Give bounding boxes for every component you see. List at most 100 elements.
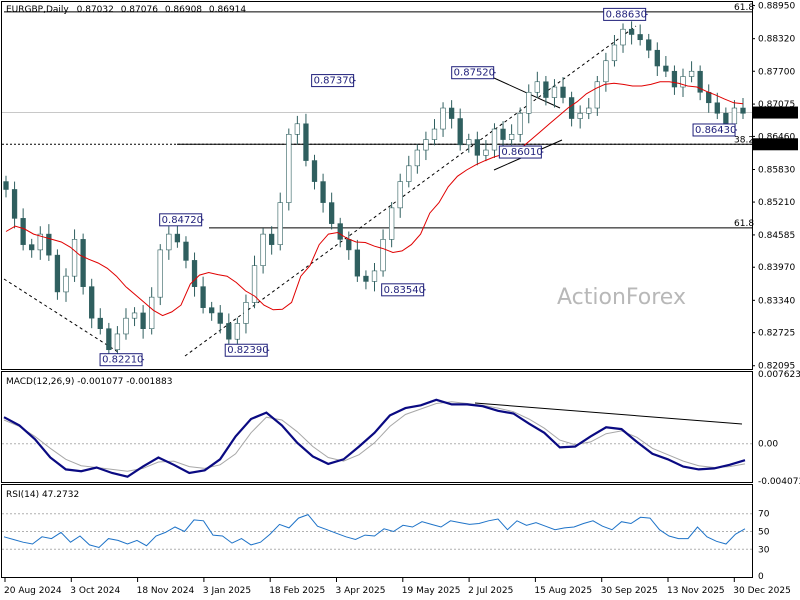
candle-body xyxy=(303,123,309,161)
candle xyxy=(414,144,420,174)
macd-panel: MACD(12,26,9) -0.001077 -0.001883 0.0076… xyxy=(1,370,800,487)
date-tick-label: 2 Jul 2025 xyxy=(468,586,513,596)
trend-line-lower-left xyxy=(3,278,119,353)
price-panel-frame xyxy=(1,1,753,370)
candle xyxy=(20,208,26,251)
rsi-tick-label: 30 xyxy=(758,545,770,555)
header-symbol: EURGBP,Daily xyxy=(6,5,69,15)
candle-body xyxy=(491,128,498,151)
candle xyxy=(174,224,181,248)
candle-body xyxy=(688,70,695,77)
candle-body xyxy=(586,107,592,114)
candle xyxy=(131,307,138,327)
candle-body xyxy=(200,286,206,308)
candle-body xyxy=(63,275,69,293)
rsi-tick-label: 0 xyxy=(758,572,764,582)
price-tick-label: 0.85830 xyxy=(758,166,795,176)
swing-label: 0.87520 xyxy=(451,66,496,80)
macd-tick-label: 0.00 xyxy=(758,440,778,450)
candle-body xyxy=(714,102,720,114)
price-tick-label: 0.88950 xyxy=(758,2,795,12)
candle xyxy=(714,92,720,120)
price-tick-label: 0.83970 xyxy=(758,263,795,273)
candle-body xyxy=(311,160,318,182)
macd-trend-line xyxy=(474,402,743,425)
candle-body xyxy=(483,149,489,156)
date-tick-label: 30 Sep 2025 xyxy=(601,586,658,596)
date-tick-label: 13 Nov 2025 xyxy=(667,586,725,596)
candle-body xyxy=(337,223,343,240)
candle xyxy=(123,308,129,340)
candle-body xyxy=(140,312,146,329)
price-tick-label: 0.84585 xyxy=(758,231,795,241)
candle-body xyxy=(131,312,138,319)
candle xyxy=(474,131,480,166)
date-tick-label: 3 Oct 2024 xyxy=(70,586,120,596)
swing-label: 0.86010 xyxy=(498,145,544,159)
macd-panel-frame xyxy=(1,371,753,483)
candle xyxy=(543,75,549,106)
candle-body xyxy=(260,233,266,266)
date-tick-label: 18 Feb 2025 xyxy=(269,586,325,596)
candle xyxy=(183,236,189,269)
fib-level-label: 61.8 xyxy=(734,219,754,229)
candle xyxy=(106,322,112,358)
price-axis-tag-text: 0.86914 xyxy=(756,109,793,119)
header-close: 0.86914 xyxy=(209,5,246,15)
swing-label: 0.83540 xyxy=(381,283,426,297)
date-tick-label: 19 May 2025 xyxy=(402,586,461,596)
candle xyxy=(89,278,95,329)
candle-body xyxy=(380,239,386,272)
candlestick-series xyxy=(3,21,746,360)
rsi-level-lines xyxy=(2,513,752,550)
candle xyxy=(311,154,318,190)
candle-body xyxy=(286,133,292,203)
candle xyxy=(577,105,583,129)
candle-body xyxy=(234,323,241,340)
candle xyxy=(697,65,703,101)
candle xyxy=(46,224,52,261)
candle-body xyxy=(697,70,703,93)
candle xyxy=(483,140,489,162)
candle-body xyxy=(11,189,18,219)
candle xyxy=(243,294,249,334)
candle xyxy=(260,228,266,274)
moving-average-line xyxy=(5,81,744,317)
candle xyxy=(637,24,643,46)
candle-body xyxy=(551,86,558,98)
candle xyxy=(354,239,361,282)
candle xyxy=(628,21,635,45)
candle xyxy=(363,270,369,290)
candle-body xyxy=(106,328,112,351)
price-axis-ticks: 0.88950 0.88320 0.87700 0.87075 0.86460 0.858… xyxy=(752,2,795,372)
candle-body xyxy=(363,275,369,282)
price-axis-tags: 0.86914 0.86310 xyxy=(753,106,798,151)
candle-body xyxy=(191,260,198,287)
candle xyxy=(431,119,438,146)
candle-body xyxy=(654,49,660,67)
rsi-panel: RSI(14) 47.2732 70 50 30 0 xyxy=(1,484,770,582)
date-tick-label: 20 Aug 2024 xyxy=(4,586,62,596)
date-tick-label: 18 Nov 2024 xyxy=(137,586,195,596)
candle-body xyxy=(517,112,523,135)
fib-level-label: 38.2 xyxy=(734,135,754,145)
candle xyxy=(388,202,395,248)
candle xyxy=(560,77,566,104)
candle-body xyxy=(29,244,35,251)
price-axis-tag-box xyxy=(753,138,798,151)
candle xyxy=(200,276,206,314)
swing-label-text: 0.86010 xyxy=(501,147,542,158)
candle xyxy=(97,308,103,335)
candle xyxy=(448,100,455,129)
swing-label-text: 0.88630 xyxy=(606,9,647,20)
macd-signal-line xyxy=(3,401,746,472)
candle-body xyxy=(183,241,189,261)
fib-level-lines: 61.8 38.2 61.8 xyxy=(2,3,754,229)
candle xyxy=(663,56,669,78)
date-tick-label: 3 Jan 2025 xyxy=(203,586,251,596)
candle-body xyxy=(406,165,412,182)
candle-body xyxy=(646,39,652,51)
candle-body xyxy=(440,107,446,130)
candle xyxy=(671,65,678,95)
swing-label-text: 0.86430 xyxy=(695,125,736,136)
